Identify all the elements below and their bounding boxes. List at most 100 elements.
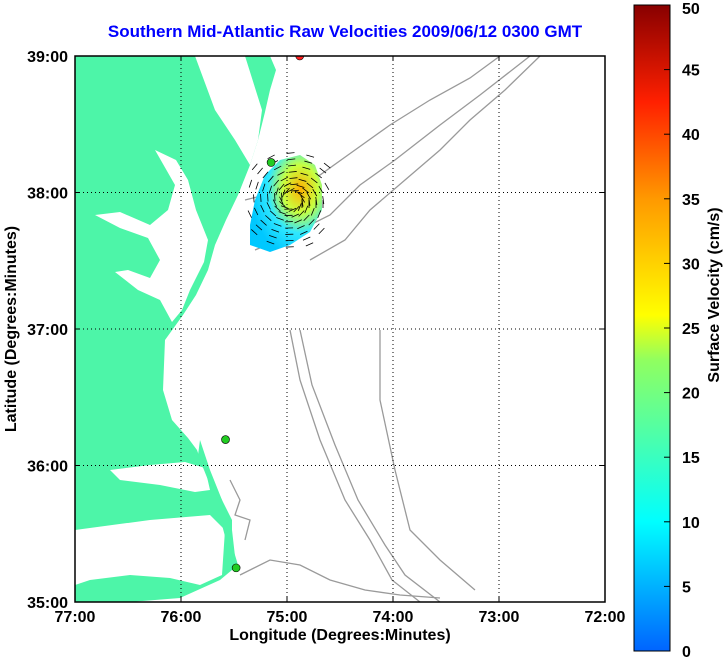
y-tick-label: 37:00 bbox=[27, 322, 68, 339]
velocity-arrow bbox=[266, 240, 275, 245]
velocity-arrow bbox=[273, 223, 282, 227]
y-axis-label: Latitude (Degrees:Minutes) bbox=[3, 226, 20, 432]
colorbar-tick-label: 30 bbox=[682, 256, 700, 273]
velocity-arrow bbox=[288, 207, 297, 212]
velocity-arrow bbox=[318, 227, 325, 235]
velocity-arrow bbox=[322, 196, 325, 205]
velocity-arrow bbox=[280, 176, 288, 182]
velocity-arrow bbox=[277, 171, 285, 176]
velocity-arrow bbox=[318, 185, 324, 194]
velocity-arrow bbox=[250, 229, 258, 236]
colorbar-tick-label: 5 bbox=[682, 579, 691, 596]
velocity-arrow bbox=[324, 182, 330, 191]
velocity-arrow bbox=[279, 201, 286, 207]
velocity-vectors bbox=[247, 152, 331, 248]
active-radar-site-marker bbox=[295, 56, 305, 61]
velocity-arrow bbox=[300, 172, 309, 176]
delaware-bay bbox=[195, 56, 262, 165]
velocity-arrow bbox=[297, 225, 305, 230]
velocity-arrow bbox=[269, 210, 277, 217]
velocity-arrow bbox=[247, 210, 252, 218]
velocity-arrow bbox=[284, 187, 290, 195]
x-tick-label: 74:00 bbox=[373, 609, 414, 626]
velocity-arrow bbox=[260, 204, 265, 213]
velocity-arrow bbox=[304, 205, 309, 214]
velocity-arrow bbox=[297, 192, 305, 199]
pamlico-sound bbox=[75, 515, 225, 585]
colorbar-tick-label: 40 bbox=[682, 127, 700, 144]
x-tick-label: 76:00 bbox=[161, 609, 202, 626]
velocity-arrow bbox=[315, 172, 322, 179]
velocity-arrow bbox=[298, 178, 307, 182]
x-tick-label: 77:00 bbox=[55, 609, 96, 626]
radar-site-marker bbox=[221, 435, 230, 444]
outer-banks bbox=[198, 440, 236, 570]
velocity-arrow bbox=[300, 195, 306, 203]
colorbar-tick-label: 45 bbox=[682, 63, 700, 80]
velocity-arrow bbox=[294, 219, 302, 224]
velocity-arrow bbox=[298, 210, 305, 217]
colorbar-tick-label: 20 bbox=[682, 386, 700, 403]
velocity-arrow bbox=[262, 183, 266, 192]
velocity-arrow bbox=[319, 167, 327, 174]
velocity-arrow bbox=[287, 164, 297, 167]
colorbar-tick-label: 0 bbox=[682, 644, 691, 659]
velocity-arrow bbox=[317, 210, 322, 219]
velocity-arrow bbox=[271, 229, 280, 233]
velocity-arrow bbox=[268, 234, 277, 239]
velocity-arrow bbox=[248, 179, 253, 188]
colorbar-tick-label: 35 bbox=[682, 192, 700, 209]
velocity-arrow bbox=[266, 202, 271, 210]
velocity-arrow bbox=[274, 193, 276, 202]
velocity-arrow bbox=[287, 158, 296, 161]
velocity-arrow bbox=[273, 179, 280, 187]
x-tick-label: 72:00 bbox=[585, 609, 626, 626]
velocity-arrow bbox=[297, 203, 302, 211]
gridlines bbox=[75, 56, 605, 602]
radar-site-marker bbox=[231, 563, 241, 573]
velocity-arrow bbox=[306, 154, 315, 158]
velocity-arrow bbox=[278, 211, 287, 215]
velocity-arrow bbox=[253, 194, 255, 203]
velocity-arrow bbox=[262, 171, 269, 179]
velocity-arrow bbox=[283, 182, 292, 187]
velocity-arrow bbox=[282, 189, 286, 198]
velocity-arrow bbox=[304, 160, 313, 164]
y-tick-label: 36:00 bbox=[27, 459, 68, 476]
velocity-arrow bbox=[299, 230, 308, 235]
x-tick-label: 73:00 bbox=[479, 609, 520, 626]
velocity-arrow bbox=[272, 199, 278, 207]
y-tick-label: 38:00 bbox=[27, 186, 68, 203]
velocity-arrow bbox=[267, 154, 275, 160]
velocity-arrow bbox=[291, 213, 300, 218]
land-mainland bbox=[75, 56, 276, 602]
velocity-arrow bbox=[288, 171, 297, 173]
velocity-arrow bbox=[281, 192, 283, 201]
velocity-arrow bbox=[260, 219, 267, 226]
velocity-arrow bbox=[290, 189, 299, 192]
velocity-arrow bbox=[276, 217, 284, 221]
velocity-arrow bbox=[255, 224, 263, 231]
y-tick-label: 35:00 bbox=[27, 595, 68, 612]
velocity-arrow bbox=[260, 193, 262, 202]
velocity-arrow bbox=[310, 177, 318, 184]
x-tick-label: 75:00 bbox=[267, 609, 308, 626]
velocity-arrow bbox=[251, 163, 258, 171]
velocity-arrow bbox=[305, 242, 314, 247]
x-axis-label: Longitude (Degrees:Minutes) bbox=[229, 627, 450, 644]
velocity-arrow bbox=[286, 152, 295, 154]
velocity-arrow bbox=[308, 219, 315, 226]
velocity-arrow bbox=[274, 205, 281, 212]
velocity-arrow bbox=[296, 184, 305, 188]
velocity-arrow bbox=[301, 198, 304, 207]
velocity-arrow bbox=[315, 196, 318, 205]
velocity-arrow bbox=[294, 190, 303, 194]
velocity-arrow bbox=[275, 187, 279, 196]
colorbar-tick-label: 25 bbox=[682, 321, 700, 338]
velocity-arrow bbox=[312, 188, 318, 197]
radar-site-marker bbox=[266, 158, 276, 167]
velocity-arrow bbox=[323, 162, 331, 169]
velocity-arrow bbox=[255, 181, 259, 190]
velocity-arrow bbox=[257, 167, 263, 175]
